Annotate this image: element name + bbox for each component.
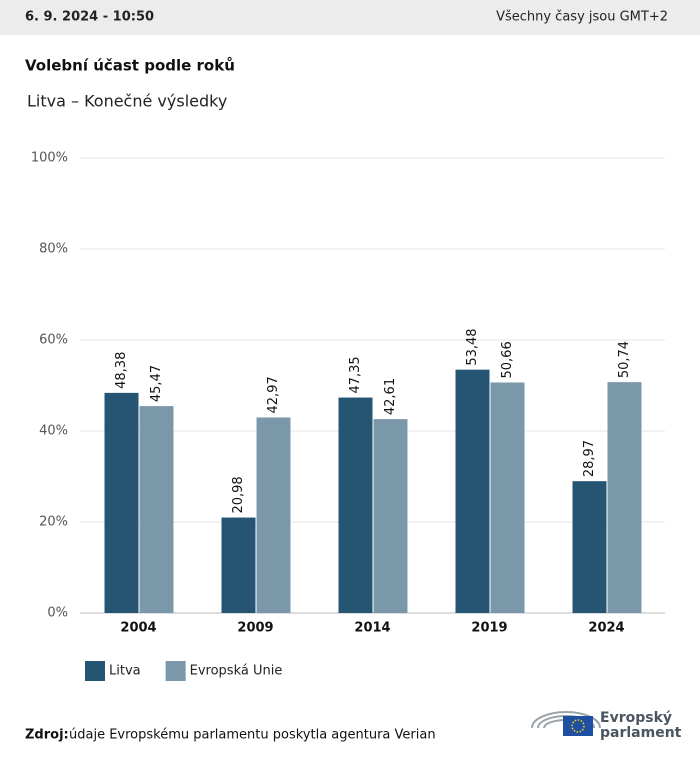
logo-arc	[531, 711, 601, 729]
legend-label: Evropská Unie	[190, 664, 283, 679]
bar	[607, 382, 642, 613]
chart-subtitle: Litva – Konečné výsledky	[27, 92, 227, 111]
y-tick-label: 100%	[31, 151, 68, 166]
bar	[256, 417, 291, 613]
x-tick-label: 2004	[120, 621, 156, 636]
value-label: 50,66	[500, 341, 515, 378]
header-bar	[0, 0, 700, 35]
bar	[221, 517, 256, 613]
y-tick-label: 20%	[39, 515, 68, 530]
bar	[139, 406, 174, 613]
logo-text: parlament	[600, 725, 682, 741]
chart-title: Volební účast podle roků	[25, 57, 235, 75]
bar	[490, 382, 525, 613]
logo-text: Evropský	[600, 710, 672, 726]
value-label: 42,97	[266, 376, 281, 413]
x-tick-label: 2014	[354, 621, 390, 636]
x-tick-label: 2024	[588, 621, 624, 636]
source-text: údaje Evropskému parlamentu poskytla age…	[69, 728, 436, 743]
value-label: 53,48	[465, 328, 480, 365]
value-label: 45,47	[149, 365, 164, 402]
legend-swatch	[165, 661, 186, 681]
bar	[455, 369, 490, 613]
bar	[572, 481, 607, 613]
x-tick-label: 2019	[471, 621, 507, 636]
header-date: 6. 9. 2024 - 10:50	[25, 10, 154, 25]
header-timezone: Všechny časy jsou GMT+2	[496, 10, 668, 25]
legend-swatch	[85, 661, 105, 681]
value-label: 48,38	[114, 352, 129, 389]
y-tick-label: 0%	[47, 606, 68, 621]
logo: Evropský parlament	[531, 710, 682, 741]
legend-label: Litva	[109, 664, 141, 679]
value-label: 28,97	[582, 440, 597, 477]
bar	[104, 392, 139, 613]
value-label: 50,74	[617, 341, 632, 378]
value-label: 42,61	[383, 378, 398, 415]
source-label: Zdroj:	[25, 728, 69, 743]
y-tick-label: 80%	[39, 242, 68, 257]
value-label: 47,35	[348, 356, 363, 393]
bar	[373, 419, 408, 613]
value-label: 20,98	[231, 476, 246, 513]
logo-stars	[571, 719, 585, 733]
y-tick-label: 40%	[39, 424, 68, 439]
bar	[338, 397, 373, 613]
x-tick-label: 2009	[237, 621, 273, 636]
y-tick-label: 60%	[39, 333, 68, 348]
logo-flag	[563, 716, 593, 736]
